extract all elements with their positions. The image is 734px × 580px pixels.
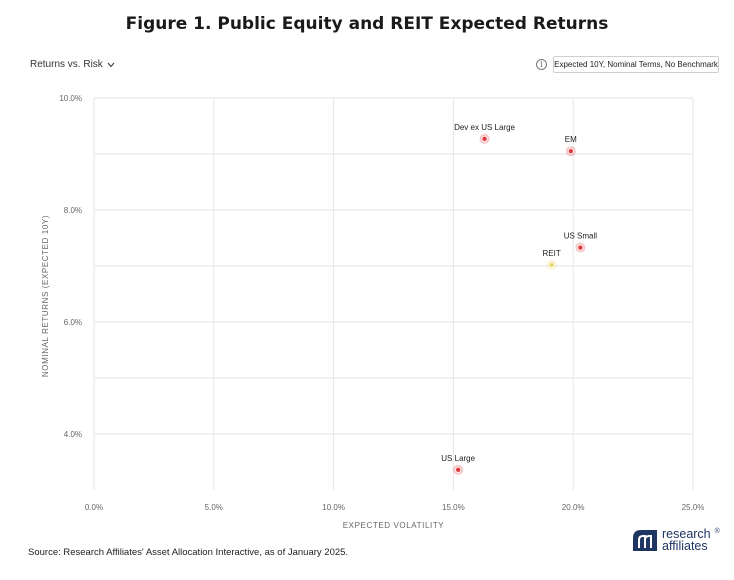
registered-mark: ® — [714, 528, 720, 535]
x-tick-label: 5.0% — [205, 503, 223, 512]
chevron-down-icon — [107, 62, 115, 67]
research-affiliates-logo: research affiliates ® — [632, 528, 720, 552]
info-icon[interactable]: i — [536, 59, 547, 70]
data-point[interactable] — [548, 261, 555, 268]
y-tick-label: 10.0% — [59, 94, 82, 103]
data-point[interactable] — [481, 135, 488, 142]
logo-text-line2: affiliates — [662, 539, 708, 553]
y-axis-title: NOMINAL RETURNS (EXPECTED 10Y) — [41, 215, 50, 377]
logo-text-line1: research — [662, 527, 711, 541]
logo-mark-icon — [633, 530, 657, 551]
source-note: Source: Research Affiliates' Asset Alloc… — [28, 547, 349, 558]
x-tick-label: 0.0% — [85, 503, 103, 512]
x-tick-label: 15.0% — [442, 503, 465, 512]
tick-labels: 0.0% 5.0% 10.0% 15.0% 20.0% 25.0% 4.0% 6.0% 8.0%… — [59, 94, 704, 512]
y-tick-label: 4.0% — [64, 430, 82, 439]
y-tick-label: 8.0% — [64, 206, 82, 215]
data-point[interactable] — [567, 148, 574, 155]
chart-title: Figure 1. Public Equity and REIT Expecte… — [125, 14, 609, 34]
x-axis-title: EXPECTED VOLATILITY — [343, 521, 445, 530]
data-point-label: EM — [565, 135, 577, 144]
x-tick-label: 10.0% — [322, 503, 345, 512]
data-point-label: REIT — [543, 249, 561, 258]
grid — [93, 97, 694, 490]
data-point-label: US Large — [441, 454, 475, 463]
data-point[interactable] — [577, 244, 584, 251]
data-point[interactable] — [455, 466, 462, 473]
x-tick-label: 20.0% — [562, 503, 585, 512]
view-selector-dropdown[interactable]: Returns vs. Risk — [30, 59, 115, 70]
y-tick-label: 6.0% — [64, 318, 82, 327]
view-selector-label: Returns vs. Risk — [30, 59, 103, 70]
data-point-label: Dev ex US Large — [454, 123, 515, 132]
data-point-label: US Small — [564, 232, 598, 241]
settings-button[interactable]: Expected 10Y, Nominal Terms, No Benchmar… — [553, 56, 719, 73]
x-tick-label: 25.0% — [682, 503, 705, 512]
